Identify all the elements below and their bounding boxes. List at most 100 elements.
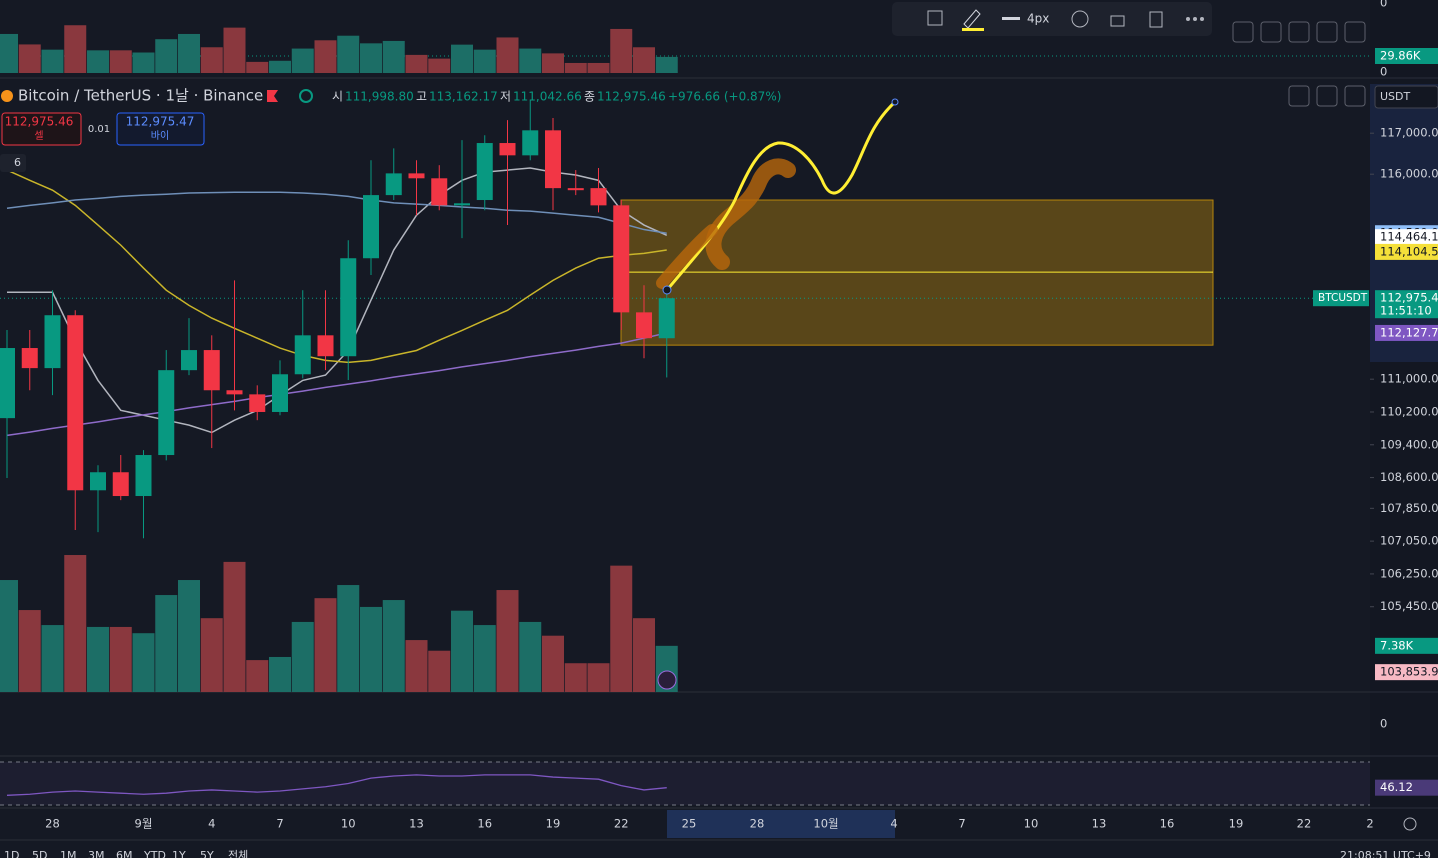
buy-button[interactable] <box>116 112 205 146</box>
range-button[interactable]: 6M <box>116 849 133 858</box>
settings-icon[interactable] <box>1403 817 1417 831</box>
line-width-icon[interactable] <box>1002 17 1020 20</box>
rsi-line <box>6 774 667 796</box>
range-button[interactable]: 전체 <box>228 849 248 858</box>
volume-bar-top <box>360 43 382 73</box>
marks <box>0 25 1374 806</box>
pane-button[interactable] <box>1344 21 1366 43</box>
pane-button[interactable] <box>1288 21 1310 43</box>
candle-body <box>44 315 61 369</box>
range-button[interactable]: 5D <box>32 849 47 858</box>
range-button[interactable]: YTD <box>143 849 166 858</box>
more-icon[interactable] <box>1186 17 1190 21</box>
anchor[interactable] <box>891 98 899 106</box>
candle-body <box>636 312 652 339</box>
candle-body <box>385 173 402 196</box>
y-tick-label: 111,000.00 <box>1380 372 1438 386</box>
candle-body <box>90 472 106 491</box>
pane-button[interactable] <box>1232 21 1254 43</box>
volume-bar-top <box>542 53 564 73</box>
volume-bar-top <box>587 62 610 73</box>
candle-body <box>135 455 152 497</box>
volume-bar <box>473 625 496 692</box>
lock-icon[interactable] <box>1110 15 1125 27</box>
currency-select[interactable] <box>1374 85 1438 109</box>
volume-bar <box>269 656 291 692</box>
x-tick-label: 16 <box>477 817 492 831</box>
volume-bar-top <box>132 52 155 73</box>
volume-bar-top <box>519 48 542 73</box>
brush-drawing <box>705 158 796 270</box>
settings-icon[interactable] <box>1071 10 1089 28</box>
volume-bar-top <box>155 39 178 73</box>
color-swatch[interactable] <box>962 28 984 31</box>
last-price-label: 112,975.46 <box>1380 291 1438 305</box>
candle-body <box>67 315 84 491</box>
x-tick-label: 7 <box>276 817 283 831</box>
alert-icon[interactable] <box>657 670 677 690</box>
line-width[interactable]: 4px <box>1027 12 1049 26</box>
symbol-title: Bitcoin / TetherUS · 1날 · Binance <box>18 87 263 105</box>
volume-bar-top <box>87 50 109 73</box>
volume-bar <box>223 561 246 692</box>
symbol-icon <box>1 90 13 102</box>
volume-bar <box>314 598 337 692</box>
ohlc-label: 시 <box>332 90 343 104</box>
price-tag <box>1375 229 1438 246</box>
quantity[interactable]: 0.01 <box>88 124 110 135</box>
volume-bar <box>337 585 360 692</box>
y-tick-label: 106,250.00 <box>1380 566 1438 580</box>
range-button[interactable]: 1D <box>4 849 19 858</box>
candle-body <box>363 195 379 259</box>
template-icon[interactable] <box>927 10 943 26</box>
range-button[interactable]: 1Y <box>172 849 186 858</box>
volume-bar <box>178 580 200 692</box>
ohlc-label: 고 <box>416 90 427 104</box>
price-tag <box>1375 324 1438 341</box>
range-button[interactable]: 1M <box>60 849 77 858</box>
more-icon[interactable] <box>1193 17 1197 21</box>
volume-bar <box>405 640 428 692</box>
volume-bar <box>132 633 155 692</box>
symbol-tag <box>1313 290 1369 307</box>
volume-bar <box>360 606 382 692</box>
pen-icon[interactable] <box>963 9 981 29</box>
flag-icon[interactable] <box>267 90 278 102</box>
volume-bar <box>610 565 633 692</box>
sell-label: 셀 <box>34 130 43 142</box>
candle-body <box>522 130 539 156</box>
x-tick-label: 10 <box>341 817 356 831</box>
volume-bar-top <box>337 35 360 73</box>
anchor[interactable] <box>662 285 672 295</box>
countdown: 11:51:10 <box>1380 304 1432 318</box>
range-button[interactable]: 3M <box>88 849 105 858</box>
volume-bar-top <box>314 40 337 73</box>
candle-body <box>613 205 630 313</box>
delete-icon[interactable] <box>1149 11 1163 28</box>
sell-price: 112,975.46 <box>5 115 74 129</box>
range-button[interactable]: 5Y <box>200 849 214 858</box>
sell-button[interactable] <box>1 112 82 146</box>
volume-bar <box>41 625 64 692</box>
more-icon[interactable] <box>1200 17 1204 21</box>
currency[interactable]: USDT <box>1380 90 1411 103</box>
volume-bar <box>428 650 451 692</box>
pane-button[interactable] <box>1288 85 1310 107</box>
clock: 21:08:51 UTC+9 <box>1340 849 1431 858</box>
candle-body <box>158 370 175 456</box>
indicators-toggle[interactable] <box>0 154 26 172</box>
price-tag-label: 103,853.95 <box>1380 665 1438 679</box>
price-tag-label: 7.38K <box>1380 638 1414 652</box>
volume-bar <box>246 660 269 692</box>
volume-bar-top <box>246 61 269 73</box>
pane-button[interactable] <box>1344 85 1366 107</box>
pane-button[interactable] <box>1316 85 1338 107</box>
volume-bar-top <box>405 54 428 73</box>
pane-button[interactable] <box>1260 21 1282 43</box>
volume-bar <box>382 600 405 692</box>
y-tick-label: 116,000.00 <box>1380 167 1438 181</box>
pane-button[interactable] <box>1316 21 1338 43</box>
volume-bar-top <box>64 25 87 74</box>
y-tick-label: 107,050.00 <box>1380 534 1438 548</box>
volume-bar <box>542 635 564 692</box>
